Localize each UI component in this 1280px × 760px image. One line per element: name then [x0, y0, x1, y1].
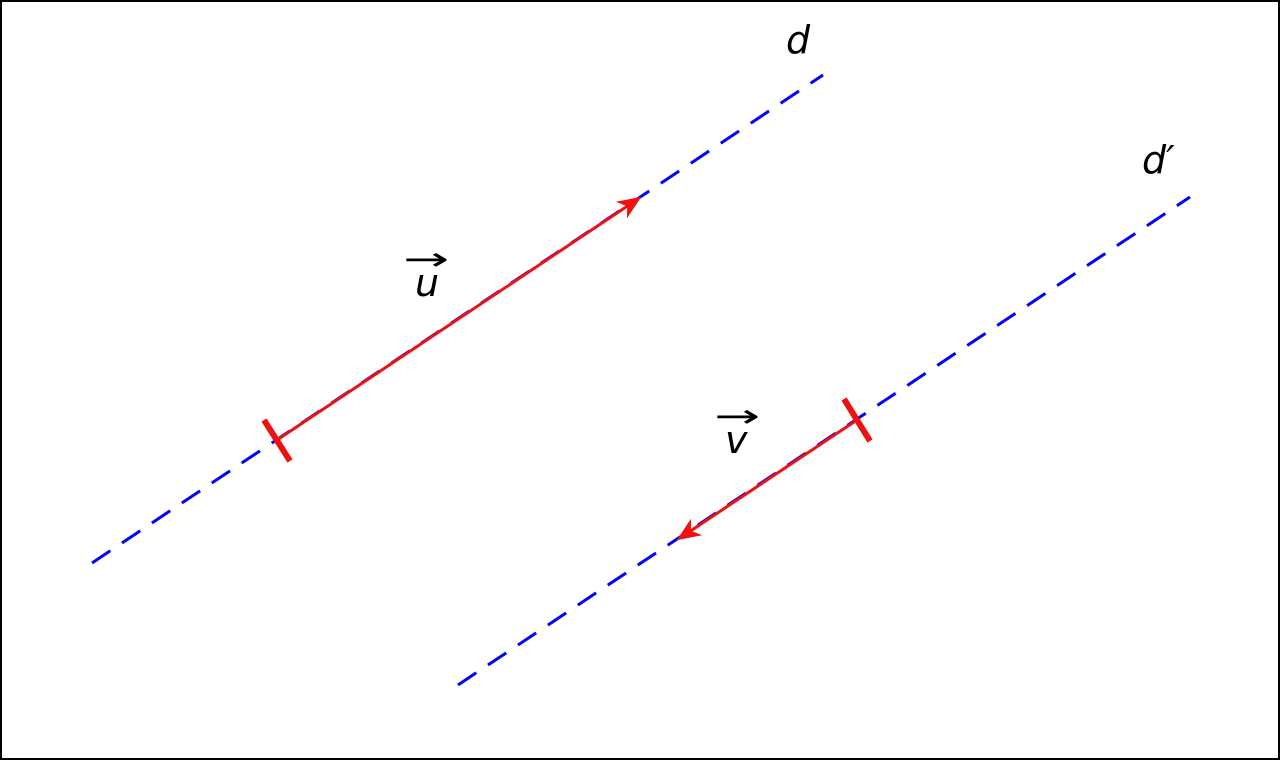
line-d-label: d — [786, 18, 811, 62]
vector-v-arrow — [676, 418, 858, 541]
vector-u-over-arrow: → — [403, 240, 449, 278]
vector-u-name: u — [415, 261, 439, 305]
line-d-prime-label: d′ — [1142, 138, 1175, 182]
vector-v-over-arrow: → — [714, 397, 760, 435]
vector-v-label: v → — [714, 397, 760, 462]
vector-u-start-tick — [261, 418, 293, 463]
vector-v-name: v — [725, 418, 748, 462]
vector-u-label: u → — [403, 240, 449, 305]
vector-v-start-tick — [841, 397, 873, 443]
vector-u-arrow — [276, 196, 642, 442]
